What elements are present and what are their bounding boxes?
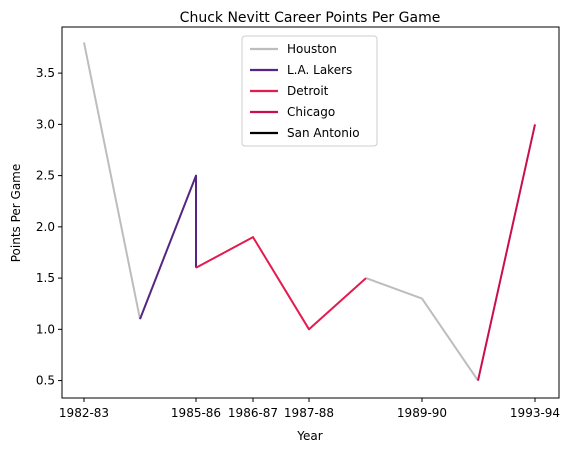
y-tick-label: 2.5 bbox=[36, 169, 55, 183]
x-tick-label: 1987-88 bbox=[284, 406, 334, 420]
x-tick-label: 1993-94 bbox=[510, 406, 560, 420]
y-tick-label: 3.0 bbox=[36, 117, 55, 131]
legend-label: San Antonio bbox=[287, 126, 360, 140]
series-line-chicago-0 bbox=[477, 124, 536, 381]
x-axis-ticks: 1982-83 1985-86 1986-87 1987-88 1989-90 1993-… bbox=[59, 398, 560, 420]
y-axis-label: Points Per Game bbox=[9, 164, 23, 263]
series-line-houston-0 bbox=[83, 42, 141, 320]
series-line-detroit-0 bbox=[195, 236, 367, 331]
legend-label: Detroit bbox=[287, 84, 329, 98]
series-lines bbox=[83, 42, 536, 382]
plot-area-frame bbox=[61, 26, 560, 399]
legend-box bbox=[241, 35, 378, 147]
y-tick-label: 1.5 bbox=[36, 271, 55, 285]
chart-title: Chuck Nevitt Career Points Per Game bbox=[180, 10, 441, 26]
y-tick-label: 1.0 bbox=[36, 322, 55, 336]
x-tick-label: 1982-83 bbox=[59, 406, 109, 420]
y-tick-label: 2.0 bbox=[36, 220, 55, 234]
y-axis-ticks: 0.5 1.0 1.5 2.0 2.5 3.0 3.5 bbox=[36, 66, 62, 388]
legend-label: L.A. Lakers bbox=[287, 63, 352, 77]
x-tick-label: 1985-86 bbox=[171, 406, 221, 420]
y-tick-label: 0.5 bbox=[36, 374, 55, 388]
legend: Houston L.A. Lakers Detroit Chicago San Anto… bbox=[241, 35, 378, 147]
x-tick-label: 1986-87 bbox=[228, 406, 278, 420]
x-tick-label: 1989-90 bbox=[397, 406, 447, 420]
x-axis-label: Year bbox=[296, 429, 322, 443]
legend-label: Chicago bbox=[287, 105, 335, 119]
legend-label: Houston bbox=[287, 42, 337, 56]
y-tick-label: 3.5 bbox=[36, 66, 55, 80]
series-line-houston-1 bbox=[365, 277, 479, 382]
series-line-l-a-lakers-0 bbox=[139, 174, 197, 320]
